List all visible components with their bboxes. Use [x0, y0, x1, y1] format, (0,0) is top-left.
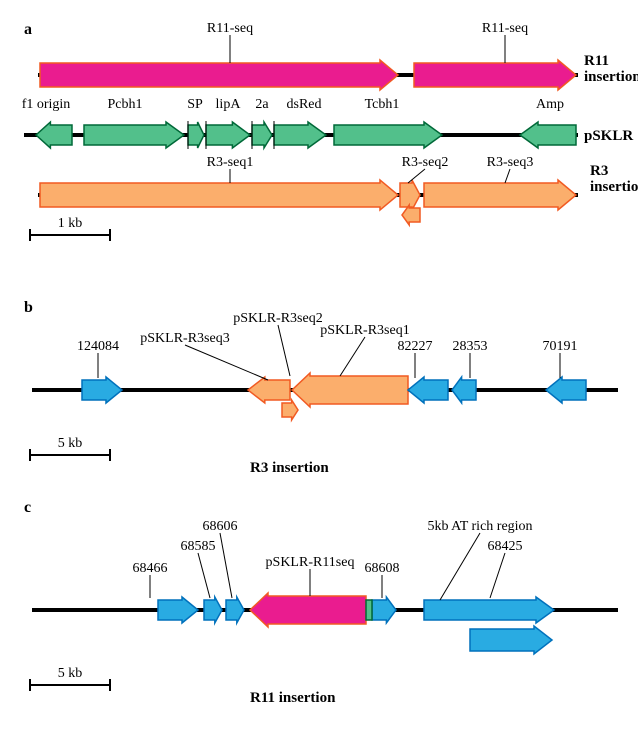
svg-text:1 kb: 1 kb — [58, 216, 83, 231]
svg-text:68608: 68608 — [365, 561, 400, 576]
svg-text:Pcbh1: Pcbh1 — [108, 97, 143, 112]
arrow — [424, 597, 554, 623]
svg-text:5 kb: 5 kb — [58, 666, 83, 681]
svg-text:pSKLR-R3seq1: pSKLR-R3seq1 — [320, 323, 409, 338]
svg-text:82227: 82227 — [398, 339, 433, 354]
svg-text:Tcbh1: Tcbh1 — [365, 97, 400, 112]
panel-title: R3 insertion — [250, 460, 329, 476]
svg-text:68606: 68606 — [203, 519, 238, 534]
svg-text:68585: 68585 — [181, 539, 216, 554]
track-label: pSKLR — [584, 128, 633, 144]
svg-text:a: a — [24, 21, 32, 38]
svg-text:R3-seq2: R3-seq2 — [402, 155, 449, 170]
arrow — [334, 122, 442, 148]
svg-text:68466: 68466 — [133, 561, 168, 576]
svg-text:R3-seq3: R3-seq3 — [487, 155, 534, 170]
svg-text:28353: 28353 — [453, 339, 488, 354]
svg-text:c: c — [24, 499, 31, 516]
svg-text:70191: 70191 — [543, 339, 578, 354]
svg-text:pSKLR-R11seq: pSKLR-R11seq — [266, 555, 355, 570]
svg-text:pSKLR-R3seq3: pSKLR-R3seq3 — [140, 331, 229, 346]
arrow — [40, 180, 398, 210]
arrow — [366, 600, 372, 620]
svg-text:SP: SP — [187, 97, 203, 112]
svg-text:R11-seq: R11-seq — [207, 21, 253, 36]
svg-text:b: b — [24, 299, 33, 316]
arrow — [84, 122, 184, 148]
svg-text:5kb AT rich region: 5kb AT rich region — [427, 519, 532, 534]
svg-text:5 kb: 5 kb — [58, 436, 83, 451]
svg-text:68425: 68425 — [488, 539, 523, 554]
svg-text:lipA: lipA — [216, 97, 242, 112]
arrow — [40, 60, 398, 90]
svg-text:pSKLR-R3seq2: pSKLR-R3seq2 — [233, 311, 322, 326]
arrow — [250, 593, 366, 627]
arrow — [470, 626, 552, 654]
svg-text:R3-seq1: R3-seq1 — [207, 155, 254, 170]
svg-text:f1 origin: f1 origin — [22, 97, 71, 112]
panel-title: R11 insertion — [250, 690, 336, 706]
arrow — [424, 180, 576, 210]
arrow — [414, 60, 576, 90]
arrow — [292, 373, 408, 407]
svg-text:dsRed: dsRed — [287, 97, 322, 112]
svg-text:R11-seq: R11-seq — [482, 21, 528, 36]
svg-text:2a: 2a — [255, 97, 269, 112]
insertion-diagram: aR11-seqR11-seqR11insertionf1 originPcbh… — [10, 10, 638, 737]
svg-text:124084: 124084 — [77, 339, 119, 354]
svg-text:Amp: Amp — [536, 97, 564, 112]
